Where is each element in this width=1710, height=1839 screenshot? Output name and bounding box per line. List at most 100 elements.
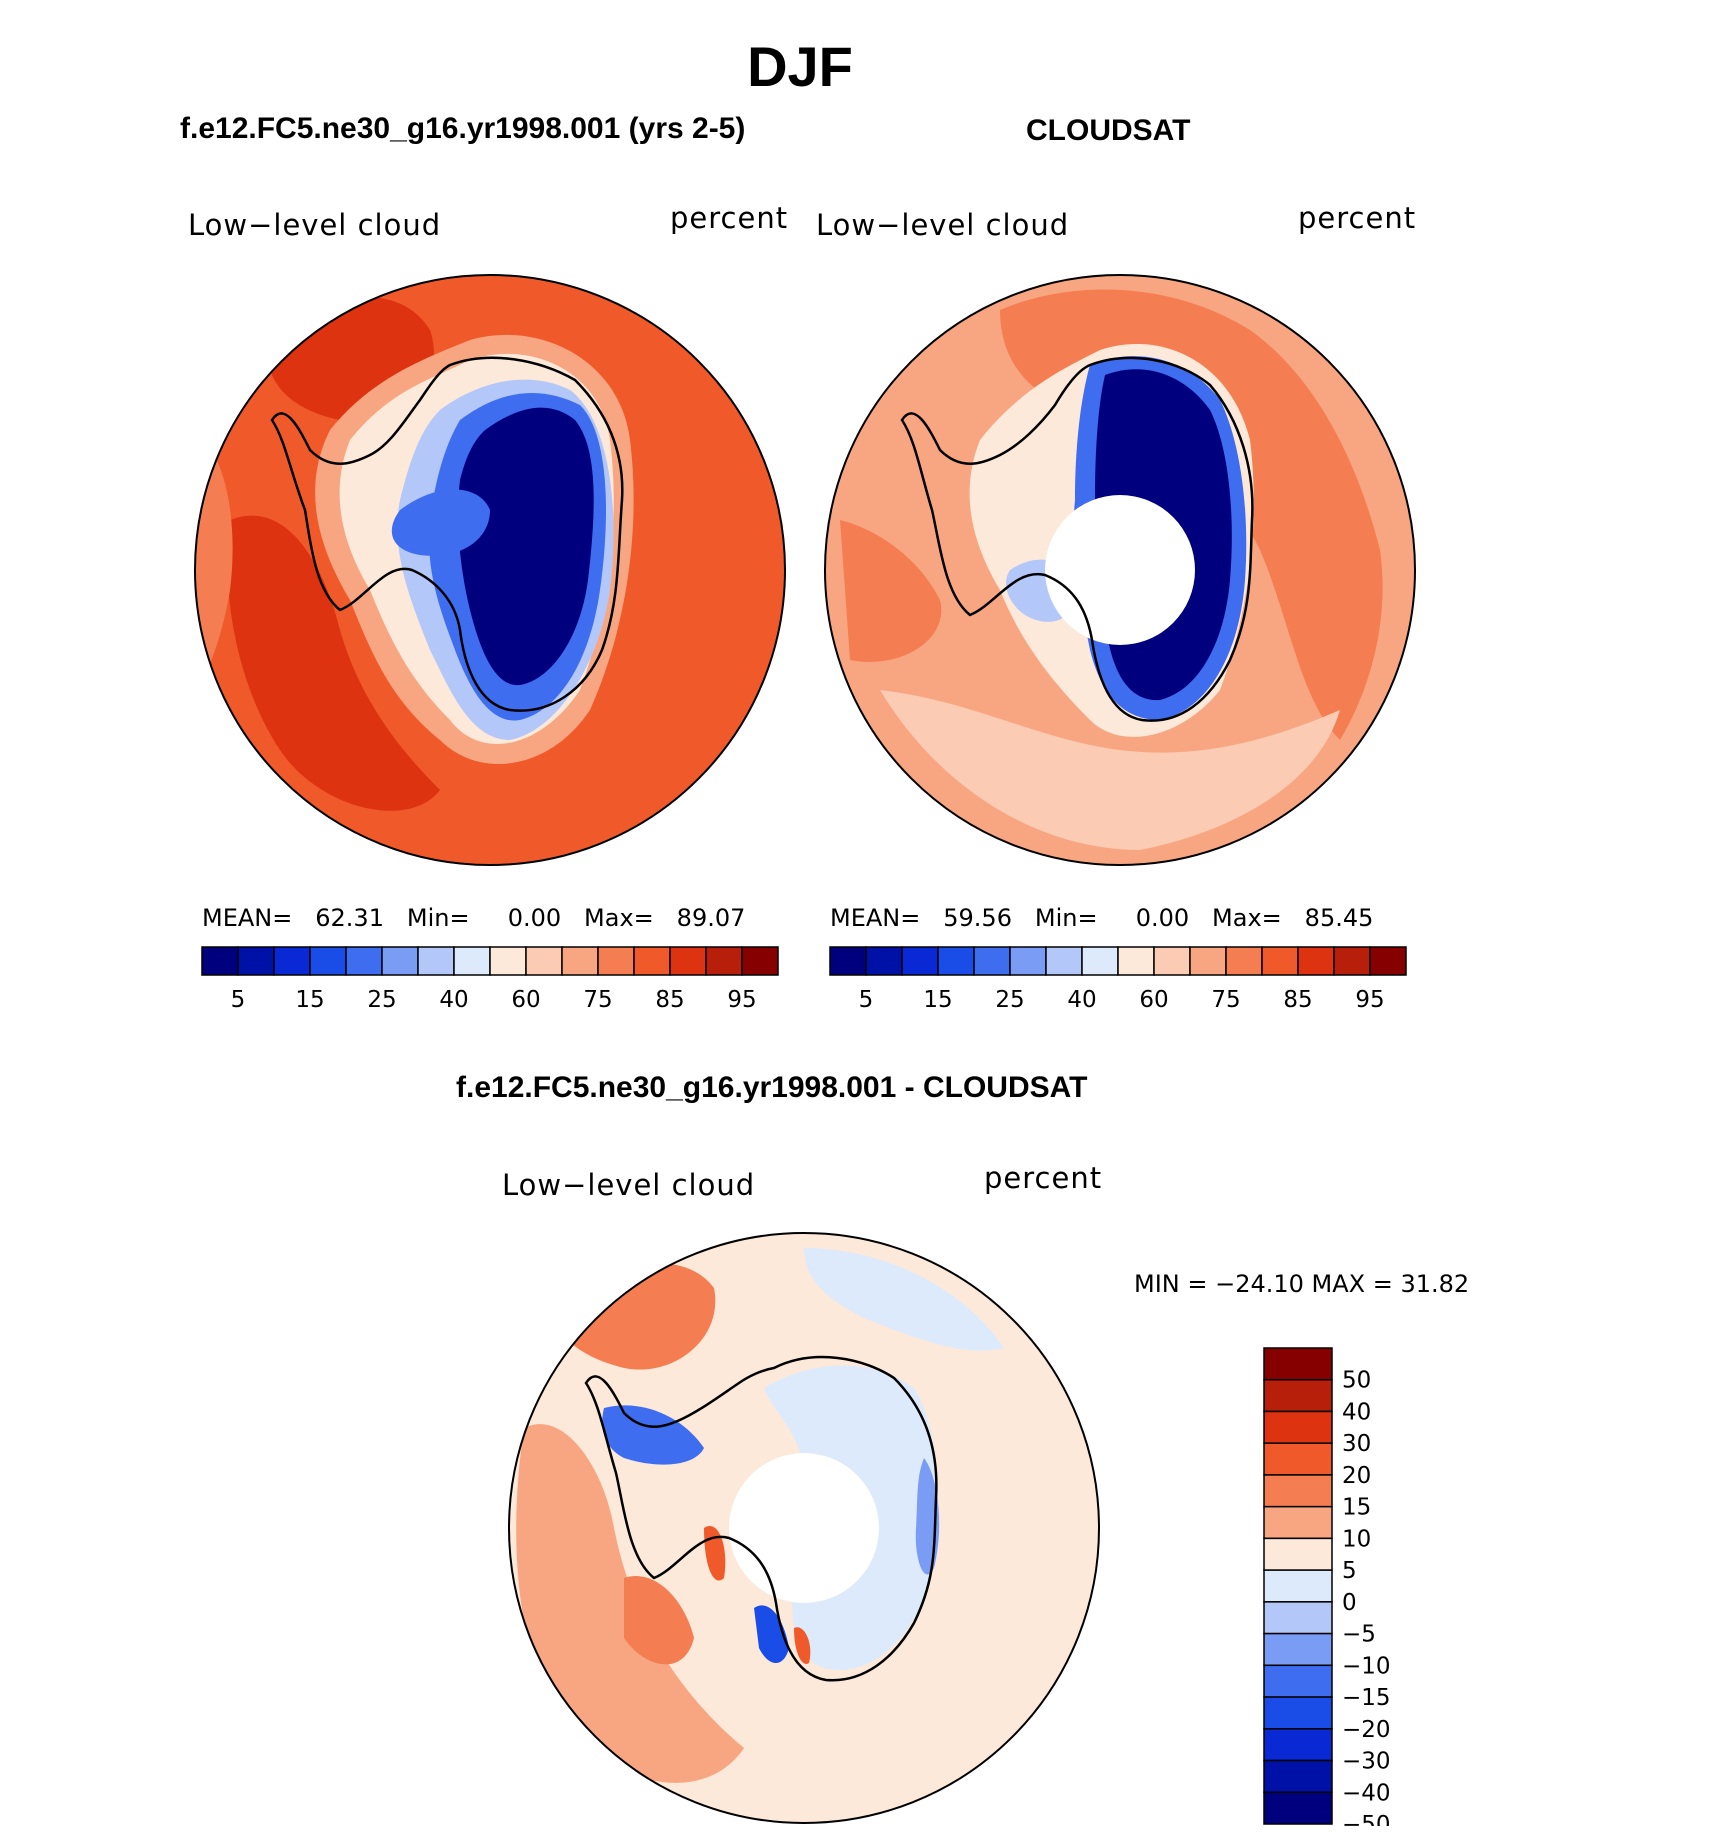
model-variable-label: Low−level cloud [188,208,442,242]
obs-colorbar-swatch [1117,946,1155,976]
diff-colorbar-tick-label: 30 [1342,1431,1371,1457]
obs-colorbar-swatch [1189,946,1227,976]
diff-colorbar-swatch [1263,1759,1333,1794]
model-colorbar-swatch [525,946,563,976]
model-colorbar-swatch [669,946,707,976]
model-colorbar: 5 15 25 40 60 75 85 95 [201,946,779,1013]
diff-colorbar-tick-label: 5 [1342,1558,1357,1584]
model-colorbar-swatch [705,946,743,976]
diff-colorbar-tick-label: −40 [1342,1780,1391,1806]
diff-colorbar-swatch [1263,1728,1333,1762]
obs-polar-map [824,274,1416,866]
model-colorbar-tick-label: 85 [655,987,684,1013]
diff-colorbar-swatch [1263,1537,1333,1571]
model-colorbar-swatch [273,946,311,976]
obs-colorbar-tick-label: 75 [1211,987,1240,1013]
diff-colorbar-tick-label: 10 [1342,1526,1371,1552]
model-colorbar-tick-label: 40 [439,987,468,1013]
model-colorbar-tick-label: 5 [231,987,246,1013]
obs-light-cloud-region [880,690,1340,850]
model-units-label: percent [670,201,789,235]
obs-colorbar-swatch [1045,946,1083,976]
model-colorbar-swatch [237,946,275,976]
obs-colorbar-swatch [1153,946,1191,976]
diff-colorbar-swatch [1263,1474,1333,1508]
diff-negative-bias-region-3 [602,1405,704,1465]
obs-moderate-cloud-region-2 [840,520,942,662]
diff-map-boundary [508,1232,1100,1824]
model-colorbar-swatch [597,946,635,976]
diff-colorbar-tick-label: 20 [1342,1463,1371,1489]
model-polar-map [194,274,786,866]
diff-colorbar-tick-label: −30 [1342,1749,1391,1775]
obs-panel-title: CLOUDSAT [1026,114,1191,147]
model-colorbar-swatch [453,946,491,976]
diff-coastline [584,1355,938,1682]
model-colorbar-swatch [561,946,599,976]
obs-colorbar-swatch [1009,946,1047,976]
model-colorbar-swatch [489,946,527,976]
obs-colorbar-swatch [973,946,1011,976]
obs-colorbar-tick-label: 25 [995,987,1024,1013]
diff-colorbar-swatch [1263,1410,1333,1444]
diff-variable-label: Low−level cloud [502,1168,756,1202]
diff-colorbar-swatch [1263,1601,1333,1635]
diff-colorbar-swatch [1263,1791,1333,1825]
diff-colorbar-swatch [1263,1378,1333,1413]
obs-colorbar-swatch [1297,946,1335,976]
diff-colorbar-swatch [1263,1347,1333,1381]
obs-colorbar: 5 15 25 40 60 75 85 95 [829,946,1407,1013]
obs-colorbar-tick-label: 60 [1139,987,1168,1013]
diff-minmax: MIN = −24.10 MAX = 31.82 [1134,1270,1470,1298]
model-colorbar-tick-label: 15 [295,987,324,1013]
obs-colorbar-swatch [1081,946,1119,976]
model-colorbar-swatch [345,946,383,976]
obs-map-boundary [824,274,1416,866]
diff-colorbar-swatch [1263,1696,1333,1730]
diff-units-label: percent [984,1161,1103,1195]
model-stats: MEAN= 62.31 Min= 0.00 Max= 89.07 [202,904,746,932]
diff-colorbar-swatch [1263,1632,1333,1667]
diff-colorbar-tick-label: −50 [1342,1812,1391,1826]
obs-colorbar-swatch [937,946,975,976]
diff-colorbar-tick-label: −20 [1342,1717,1391,1743]
model-high-cloud-region-2 [227,515,440,811]
model-colorbar-tick-label: 75 [583,987,612,1013]
obs-colorbar-swatch [1261,946,1299,976]
model-colorbar-tick-label: 25 [367,987,396,1013]
obs-colorbar-tick-label: 85 [1283,987,1312,1013]
diff-colorbar-swatch [1263,1442,1333,1476]
model-antarctic-interior [458,407,594,686]
model-colorbar-swatch [633,946,671,976]
obs-polar-data-gap [1045,495,1195,645]
diff-colorbar-tick-label: −5 [1342,1622,1376,1648]
diff-negative-bias-region-4 [754,1605,789,1663]
model-colorbar-swatch [741,946,779,976]
model-colorbar-swatch [309,946,347,976]
obs-colorbar-tick-label: 5 [859,987,874,1013]
model-colorbar-swatch [381,946,419,976]
model-panel-title: f.e12.FC5.ne30_g16.yr1998.001 (yrs 2-5) [180,112,746,145]
obs-coastline [900,356,1254,722]
model-colorbar-swatch [417,946,455,976]
obs-stats: MEAN= 59.56 Min= 0.00 Max= 85.45 [830,904,1374,932]
diff-negative-bias-region-1 [804,1248,1004,1351]
obs-colorbar-tick-label: 15 [923,987,952,1013]
diff-colorbar-tick-label: −15 [1342,1685,1391,1711]
obs-colorbar-swatch [1369,946,1407,976]
diff-colorbar-swatch [1263,1505,1333,1540]
obs-colorbar-tick-label: 95 [1355,987,1384,1013]
obs-colorbar-swatch [1333,946,1371,976]
model-coastline [270,356,624,712]
model-map-boundary [194,274,786,866]
figure-title: DJF [747,35,853,98]
diff-polar-map [508,1232,1100,1824]
obs-colorbar-swatch [865,946,903,976]
obs-colorbar-tick-label: 40 [1067,987,1096,1013]
model-colorbar-tick-label: 95 [727,987,756,1013]
model-colorbar-swatch [201,946,239,976]
diff-colorbar-tick-label: 15 [1342,1495,1371,1521]
model-ross-region [391,489,490,556]
diff-panel-title: f.e12.FC5.ne30_g16.yr1998.001 - CLOUDSAT [456,1071,1088,1104]
